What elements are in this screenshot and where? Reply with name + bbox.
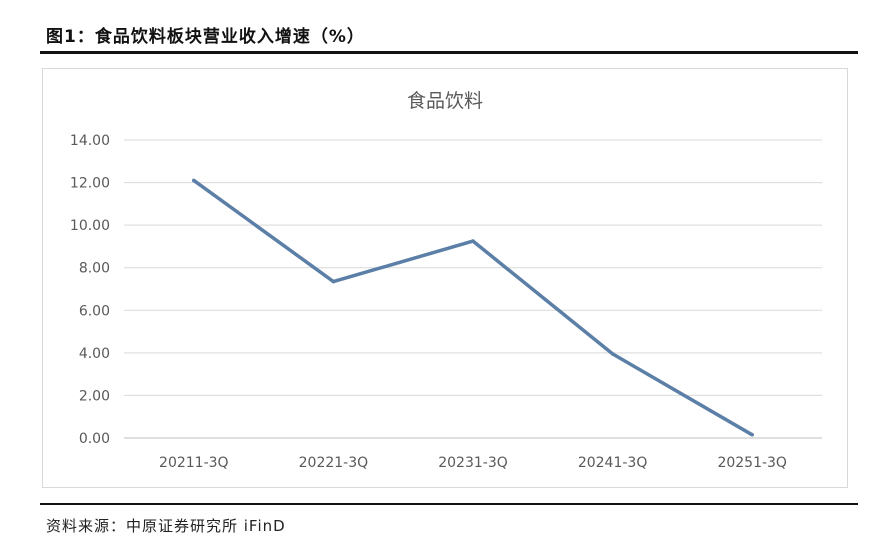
chart-title: 食品饮料 [407, 90, 483, 112]
data-point [750, 433, 754, 437]
y-tick-label: 14.00 [70, 133, 110, 149]
source-note: 资料来源：中原证券研究所 iFinD [46, 517, 286, 535]
y-tick-label: 8.00 [79, 261, 110, 277]
y-tick-label: 4.00 [79, 346, 110, 362]
bottom-rule [40, 503, 858, 505]
x-tick-label: 20241-3Q [578, 455, 648, 471]
y-tick-label: 0.00 [79, 431, 110, 447]
y-tick-label: 2.00 [79, 388, 110, 404]
y-tick-label: 6.00 [79, 303, 110, 319]
x-tick-label: 20221-3Q [299, 455, 369, 471]
chart-frame [42, 68, 848, 488]
figure-title: 图1：食品饮料板块营业收入增速（%） [46, 27, 365, 47]
series-line [192, 179, 754, 437]
data-point [610, 352, 615, 356]
y-tick-label: 12.00 [70, 176, 110, 192]
y-tick-label: 10.00 [70, 218, 110, 234]
data-point [471, 239, 475, 243]
top-rule [40, 51, 858, 54]
x-tick-label: 20231-3Q [438, 455, 508, 471]
x-tick-label: 20251-3Q [717, 455, 787, 471]
x-tick-label: 20211-3Q [159, 455, 229, 471]
data-point [331, 279, 336, 284]
data-point [192, 178, 196, 183]
